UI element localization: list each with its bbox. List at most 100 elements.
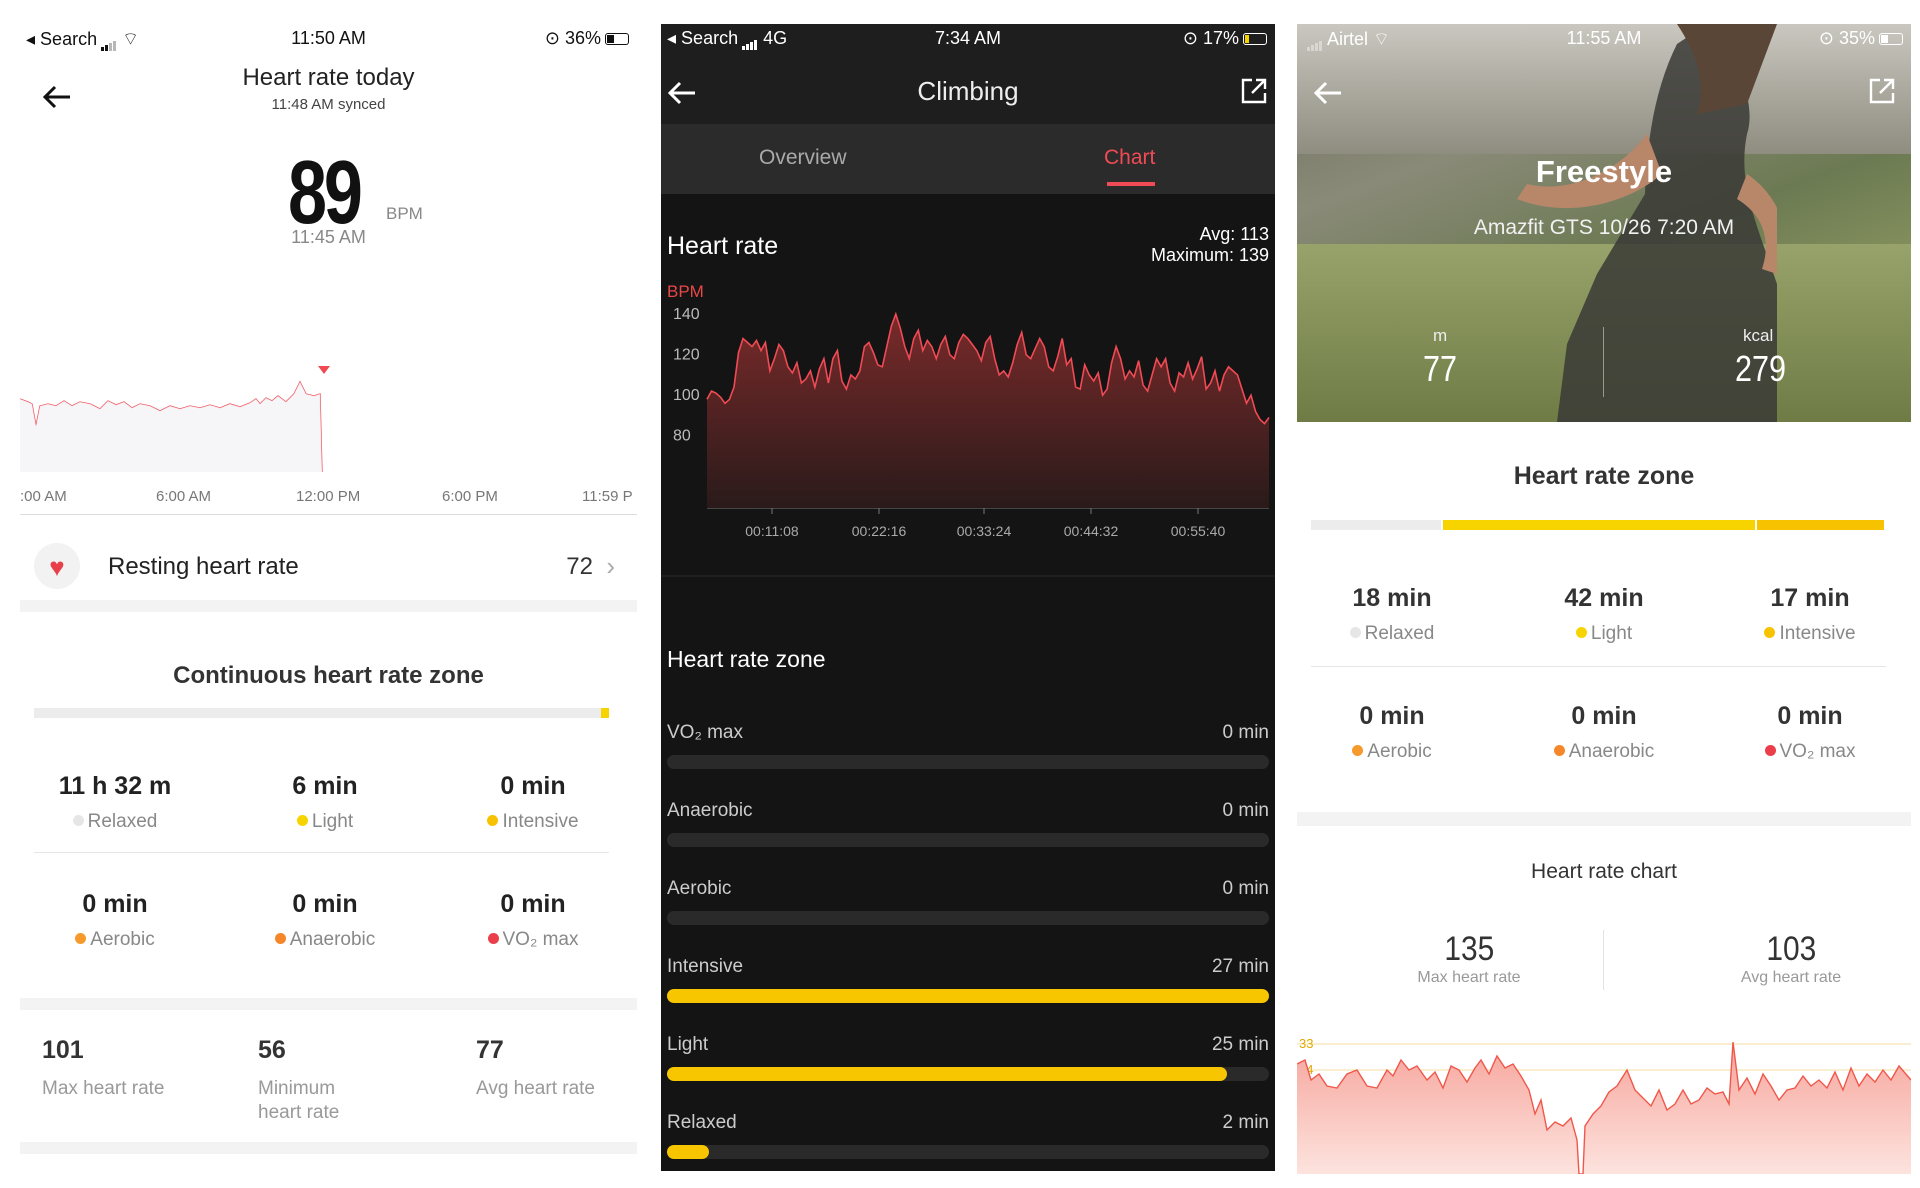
tab-bar xyxy=(661,124,1275,194)
zone-name: Light xyxy=(667,1034,709,1055)
chart-title: Heart rate chart xyxy=(1531,860,1677,883)
wifi-icon: ⌔ xyxy=(1373,29,1390,49)
zone-dot xyxy=(1352,745,1364,756)
zone-track xyxy=(667,911,1269,925)
hero-divider xyxy=(1603,327,1604,397)
orientation-lock-icon: ⊙ xyxy=(1818,28,1834,48)
tab-overview[interactable]: Overview xyxy=(759,146,847,169)
zone-vo2max: 0 min VO₂ max xyxy=(438,890,628,951)
signal-icon xyxy=(101,30,117,51)
back-arrow-icon[interactable] xyxy=(665,76,699,110)
chart-level-label: 33 xyxy=(1299,1036,1313,1051)
tab-chart[interactable]: Chart xyxy=(1104,146,1156,169)
section-divider xyxy=(20,1142,637,1154)
share-icon[interactable] xyxy=(1239,76,1269,106)
zone-track xyxy=(667,755,1269,769)
resting-value: 72 xyxy=(566,553,593,580)
zone-fill xyxy=(667,1067,1227,1081)
zone-light: 42 min Light xyxy=(1564,584,1644,644)
zone-dot xyxy=(487,933,499,944)
current-time-marker-icon xyxy=(318,366,330,374)
heart-icon: ♥ xyxy=(34,543,80,589)
freestyle-heart-rate-chart: 33 14 5 xyxy=(1297,1036,1911,1174)
zone-dot xyxy=(274,933,286,944)
zone-light: 6 min Light xyxy=(292,772,358,832)
back-arrow-icon[interactable] xyxy=(1311,76,1345,110)
signal-icon xyxy=(1307,30,1323,51)
zone-divider xyxy=(1311,666,1886,667)
status-bar: Airtel ⌔ 11:55 AM ⊙ 35% xyxy=(1297,24,1911,54)
zone-name: VO₂ max xyxy=(667,722,743,743)
zone-dot xyxy=(75,933,87,944)
y-tick-label: 100 xyxy=(673,387,700,404)
hr-line xyxy=(706,311,1270,425)
zone-progress-light xyxy=(601,708,609,718)
x-tick-label: 00:55:40 xyxy=(1171,523,1226,539)
zone-section-title: Continuous heart rate zone xyxy=(173,662,484,689)
section-divider xyxy=(20,998,637,1010)
signal-icon xyxy=(742,29,758,50)
x-tick-label: 00:11:08 xyxy=(745,523,799,539)
zone-fill xyxy=(667,1145,710,1159)
zone-bar-segment xyxy=(1756,520,1884,530)
resting-heart-rate-row[interactable]: ♥ Resting heart rate 72 › xyxy=(20,529,637,601)
y-tick-label: 120 xyxy=(673,347,700,364)
orientation-lock-icon: ⊙ xyxy=(544,28,560,48)
status-carrier: ◂ Search ⌔ xyxy=(26,29,140,51)
status-battery: ⊙ 17% xyxy=(1183,28,1267,49)
climbing-workout-screen: ◂ Search 4G 7:34 AM ⊙ 17% Climbing Overv… xyxy=(661,24,1275,1171)
bpm-axis-unit: BPM xyxy=(667,282,704,301)
axis-label-4: 11:59 P xyxy=(582,488,633,505)
zone-track xyxy=(667,1145,1269,1159)
avg-heart-rate: 103 Avg heart rate xyxy=(1740,930,1842,986)
sync-status: 11:48 AM synced xyxy=(271,96,386,113)
zone-divider xyxy=(34,852,609,853)
zone-dot xyxy=(1553,745,1565,756)
status-battery: ⊙ 36% xyxy=(545,28,629,49)
bpm-unit: BPM xyxy=(386,204,423,223)
zone-aerobic: 0 min Aerobic xyxy=(20,890,210,951)
zone-name: Anaerobic xyxy=(667,800,753,821)
zone-anaerobic: 0 min Anaerobic xyxy=(230,890,420,951)
x-tick-label: 00:44:32 xyxy=(1064,523,1119,539)
zone-time: 0 min xyxy=(1222,878,1269,899)
bpm-timestamp: 11:45 AM xyxy=(291,227,366,247)
battery-icon xyxy=(605,33,629,46)
status-bar: ◂ Search 4G 7:34 AM ⊙ 17% xyxy=(661,24,1275,54)
zone-vo2max: 0 min VO₂ max xyxy=(1715,702,1905,763)
day-heart-rate-chart xyxy=(20,366,330,473)
zone-track xyxy=(667,833,1269,847)
share-icon[interactable] xyxy=(1867,76,1897,106)
zone-name: Aerobic xyxy=(667,878,732,899)
status-battery: ⊙ 35% xyxy=(1819,28,1903,49)
stat-max-hr: 101 Max heart rate xyxy=(42,1036,165,1099)
avg-value: Avg: 113 xyxy=(1199,224,1269,244)
zone-bar-segment xyxy=(1443,520,1755,530)
zone-aerobic: 0 min Aerobic xyxy=(1297,702,1487,763)
status-bar: ◂ Search ⌔ 11:50 AM ⊙ 36% xyxy=(20,24,637,54)
battery-icon xyxy=(1243,33,1267,46)
section-divider xyxy=(1297,812,1911,826)
back-arrow-icon[interactable] xyxy=(40,80,74,114)
hr-area xyxy=(707,314,1269,508)
wifi-icon: ⌔ xyxy=(122,29,140,49)
zone-time: 27 min xyxy=(1211,956,1269,977)
section-divider xyxy=(20,600,637,612)
resting-label: Resting heart rate xyxy=(108,553,299,580)
zone-progress-track xyxy=(34,708,609,718)
page-title: Climbing xyxy=(917,76,1019,106)
axis-label-0: :00 AM xyxy=(20,488,67,505)
runner-photo xyxy=(1517,24,1777,422)
status-time: 7:34 AM xyxy=(934,28,1002,48)
zone-name: Intensive xyxy=(667,956,744,977)
axis-label-3: 6:00 PM xyxy=(442,488,498,505)
battery-icon xyxy=(1879,33,1903,46)
heart-rate-summary: Avg: 113 Maximum: 139 xyxy=(1151,224,1269,266)
zone-section-title: Heart rate zone xyxy=(667,646,826,672)
heart-rate-title: Heart rate xyxy=(667,232,779,260)
zone-name: Relaxed xyxy=(667,1112,737,1133)
active-tab-indicator xyxy=(1107,182,1155,186)
page-title: Heart rate today xyxy=(242,64,415,91)
zone-dot xyxy=(296,815,308,826)
day-hr-area xyxy=(20,382,322,472)
